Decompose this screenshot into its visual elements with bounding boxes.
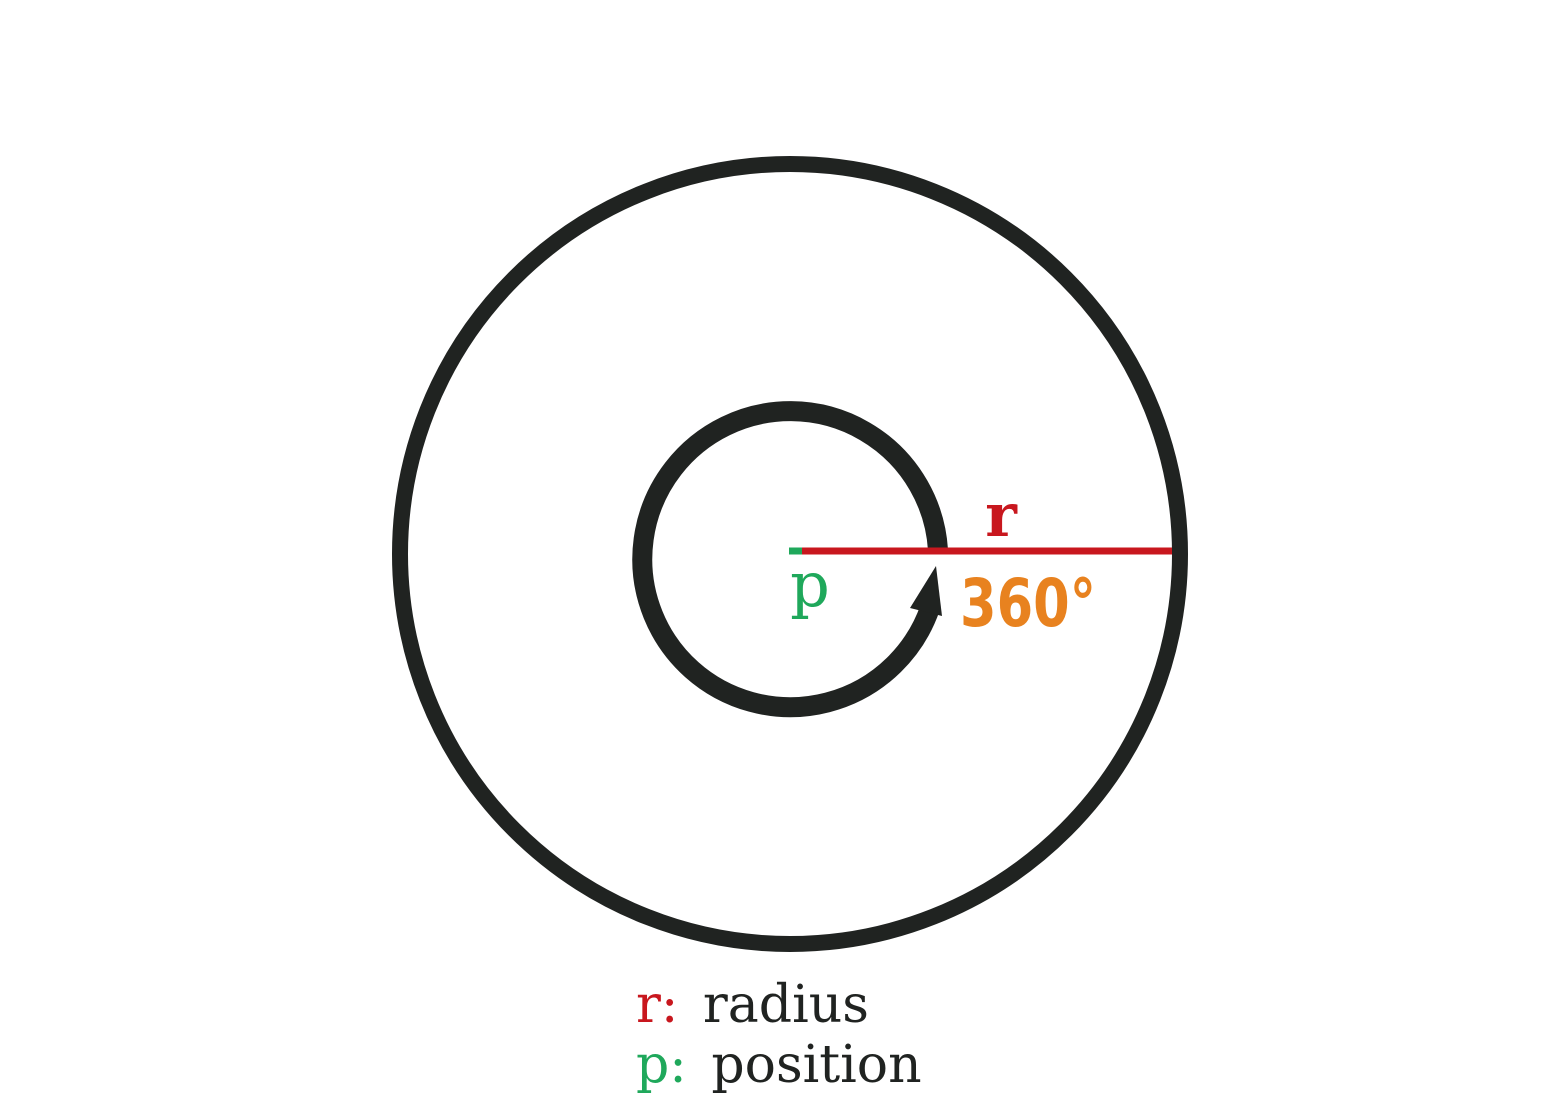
legend-text-radius: radius [703, 975, 869, 1035]
position-label: p [790, 548, 830, 621]
legend-item-position: p: position [636, 1035, 922, 1095]
rotation-arrow-arc [632, 401, 948, 718]
outer-circle [392, 156, 1188, 952]
legend-key-radius: r: [636, 975, 678, 1035]
radius-label: r [985, 481, 1018, 551]
legend-item-radius: r: radius [636, 975, 869, 1035]
angle-label: 360° [960, 565, 1096, 642]
legend-key-position: p: [636, 1035, 687, 1095]
legend-text-position: position [711, 1035, 921, 1095]
rotation-arrow-head-icon [910, 566, 942, 616]
